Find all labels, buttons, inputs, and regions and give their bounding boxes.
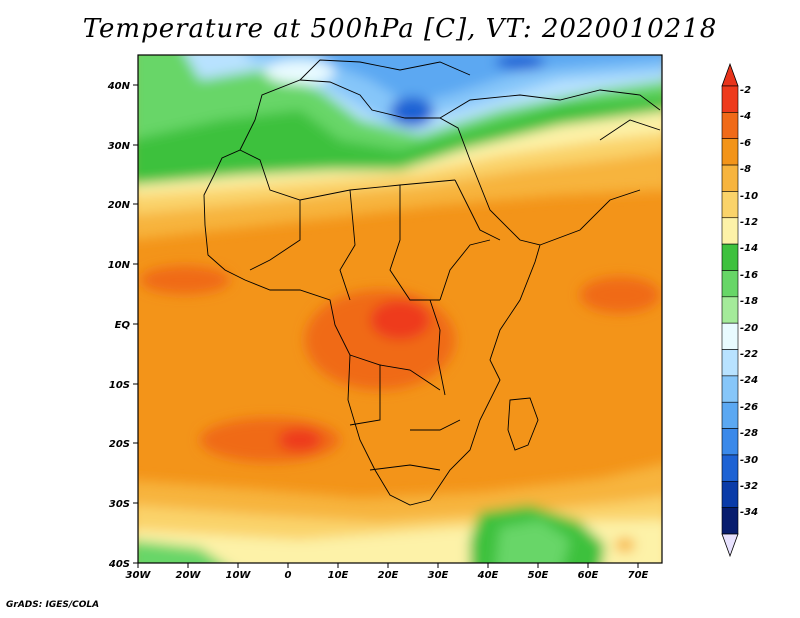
x-tick-labels: 30W 20W 10W 0 10E 20E 30E 40E 50E 60E 70… [126, 570, 649, 581]
y-tick-label: 40S [108, 559, 130, 570]
colorbar-label: -30 [740, 455, 758, 466]
x-tick-label: 30W [126, 570, 152, 581]
y-tick-label: 10N [108, 260, 131, 271]
x-tick-label: 40E [477, 570, 499, 581]
colorbar-label: -6 [740, 138, 751, 149]
y-tick-label: 30N [108, 141, 131, 152]
colorbar-label: -10 [740, 191, 758, 202]
colorbar-box [721, 191, 739, 219]
colorbar-label: -34 [740, 507, 758, 518]
x-tick-label: 10E [328, 570, 349, 581]
x-tick-label: 20E [378, 570, 399, 581]
colorbar-label: -20 [740, 323, 758, 334]
colorbar-box [721, 507, 739, 535]
colorbar-label: -26 [740, 402, 758, 413]
x-tick-label: 20W [176, 570, 202, 581]
colorbar-label: -4 [740, 111, 751, 122]
y-tick-label: 20N [108, 200, 131, 211]
x-tick-label: 70E [628, 570, 649, 581]
colorbar-label: -14 [740, 243, 758, 254]
y-tick-label: 10S [109, 380, 130, 391]
x-tick-label: 30E [428, 570, 449, 581]
colorbar-label: -32 [740, 481, 758, 492]
colorbar-label: -24 [740, 375, 758, 386]
colorbar-label: -22 [740, 349, 758, 360]
colorbar-label: -16 [740, 270, 758, 281]
x-tick-label: 60E [578, 570, 599, 581]
colorbar-box [721, 164, 739, 192]
chart-title: Temperature at 500hPa [C], VT: 202001021… [82, 14, 718, 44]
colorbar-box [721, 349, 739, 377]
colorbar-box [721, 322, 739, 350]
colorbar-box [721, 454, 739, 482]
plot-frame [137, 54, 663, 564]
colorbar-box [721, 270, 739, 298]
colorbar-label: -8 [740, 164, 751, 175]
colorbar-box [721, 428, 739, 456]
y-tick-label: EQ [115, 320, 131, 331]
colorbar-box [721, 296, 739, 324]
y-tick-labels: 40N 30N 20N 10N EQ 10S 20S 30S 40S [107, 81, 131, 570]
y-tick-label: 30S [109, 499, 130, 510]
x-axis [137, 563, 639, 568]
colorbar-box [721, 375, 739, 403]
colorbar-label: -12 [740, 217, 758, 228]
colorbar-box [721, 138, 739, 166]
colorbar: -2 -4 -6 -8 -10 -12 -14 -16 -18 -20 -22 … [721, 62, 758, 558]
y-axis [133, 84, 138, 564]
y-tick-label: 40N [107, 81, 131, 92]
colorbar-box [721, 217, 739, 245]
coastlines [203, 59, 661, 506]
colorbar-box [721, 85, 739, 113]
colorbar-box [721, 243, 739, 271]
credit-text: GrADS: IGES/COLA [6, 600, 100, 610]
colorbar-box [721, 112, 739, 140]
colorbar-box [721, 480, 739, 508]
colorbar-label: -18 [740, 296, 758, 307]
x-tick-label: 0 [285, 570, 292, 581]
y-tick-label: 20S [109, 439, 130, 450]
colorbar-over-triangle [721, 62, 739, 87]
x-tick-label: 50E [528, 570, 549, 581]
temperature-field [138, 55, 662, 563]
colorbar-label: -28 [740, 428, 758, 439]
x-tick-label: 10W [226, 570, 252, 581]
colorbar-box [721, 401, 739, 429]
colorbar-label: -2 [740, 85, 751, 96]
colorbar-under-triangle [721, 533, 739, 558]
